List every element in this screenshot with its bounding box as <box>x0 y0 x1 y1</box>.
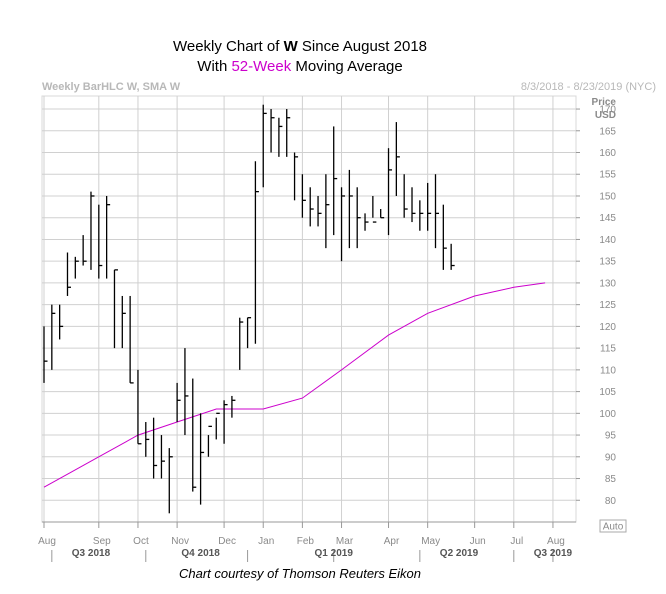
x-month-label: Jan <box>258 536 274 547</box>
auto-button-label: Auto <box>603 522 624 533</box>
y-tick-label: 85 <box>605 474 617 485</box>
x-month-label: May <box>421 536 440 547</box>
y-tick-label: 95 <box>605 431 617 442</box>
y-tick-label: 150 <box>599 191 616 202</box>
date-range-label: 8/3/2018 - 8/23/2019 (NYC) <box>520 81 656 93</box>
y-axis-unit: USD <box>595 110 616 121</box>
y-tick-label: 135 <box>599 257 616 268</box>
y-tick-label: 100 <box>599 409 616 420</box>
x-month-label: Apr <box>384 536 400 547</box>
x-month-label: Sep <box>93 536 111 547</box>
chart-subtitle: With 52-Week Moving Average <box>197 58 403 75</box>
y-tick-label: 155 <box>599 170 616 181</box>
x-month-label: Mar <box>336 536 354 547</box>
x-month-label: Oct <box>133 536 149 547</box>
y-tick-label: 130 <box>599 278 616 289</box>
price-bars <box>43 104 455 514</box>
y-tick-label: 145 <box>599 213 616 224</box>
sma-line <box>43 282 546 488</box>
chart-series-label: Weekly BarHLC W, SMA W <box>42 81 181 93</box>
x-month-label: Nov <box>171 536 189 547</box>
chart-caption: Chart courtesy of Thomson Reuters Eikon <box>178 566 422 581</box>
y-tick-label: 80 <box>605 496 617 507</box>
x-month-label: Jun <box>470 536 486 547</box>
y-tick-label: 115 <box>600 344 616 355</box>
auto-button <box>599 519 627 533</box>
x-quarter-label: Q4 2018 <box>181 548 220 559</box>
y-tick-label: 170 <box>599 105 616 116</box>
y-tick-label: 120 <box>599 322 616 333</box>
x-quarter-label: Q2 2019 <box>440 548 479 559</box>
x-month-label: Jul <box>510 536 523 547</box>
y-tick-label: 125 <box>599 300 616 311</box>
y-tick-label: 140 <box>599 235 616 246</box>
y-tick-label: 160 <box>599 148 616 159</box>
y-axis-label: Price <box>592 97 617 108</box>
chart-title: Weekly Chart of W Since August 2018 <box>172 38 428 55</box>
x-quarter-label: Q3 2019 <box>534 548 573 559</box>
y-tick-label: 165 <box>599 126 616 137</box>
y-tick-label: 90 <box>605 452 617 463</box>
x-month-label: Feb <box>297 536 315 547</box>
y-tick-label: 110 <box>600 365 616 376</box>
y-tick-label: 105 <box>599 387 616 398</box>
x-month-label: Aug <box>547 536 565 547</box>
x-month-label: Dec <box>218 536 236 547</box>
x-quarter-label: Q1 2019 <box>315 548 354 559</box>
x-quarter-label: Q3 2018 <box>72 548 111 559</box>
x-month-label: Aug <box>38 536 56 547</box>
plot-area <box>41 95 577 523</box>
